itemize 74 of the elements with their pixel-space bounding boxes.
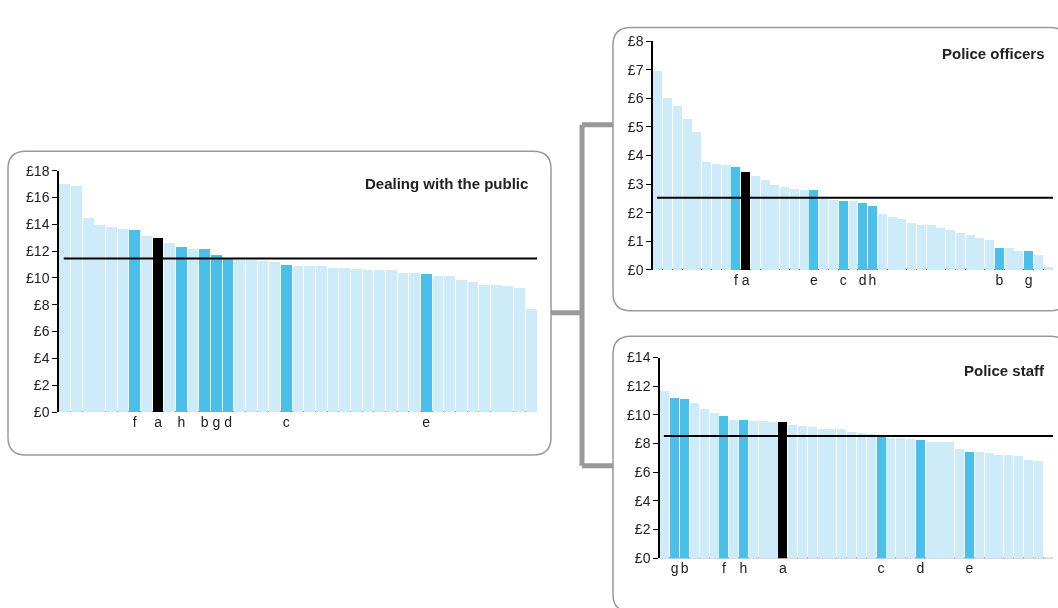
bar bbox=[141, 235, 152, 412]
x-tick-label: c bbox=[282, 414, 290, 431]
x-tick-label: g bbox=[1024, 271, 1033, 288]
chart-title: Police officers bbox=[942, 45, 1045, 62]
x-tick-label: b bbox=[995, 271, 1004, 288]
x-tick-label: d bbox=[916, 560, 925, 577]
y-tick-label: £6 bbox=[634, 464, 651, 481]
bar bbox=[877, 434, 886, 559]
y-tick-label: £4 bbox=[33, 350, 50, 367]
x-tick-label: e bbox=[422, 414, 431, 431]
y-tick-label: £8 bbox=[634, 435, 651, 452]
bar bbox=[164, 242, 175, 412]
y-tick-label: £0 bbox=[33, 403, 50, 420]
x-tick-label: g bbox=[670, 560, 679, 577]
bar bbox=[660, 390, 669, 559]
bar bbox=[809, 190, 818, 270]
y-tick-label: £12 bbox=[26, 243, 50, 259]
y-tick-label: £2 bbox=[627, 204, 644, 221]
y-tick-label: £0 bbox=[627, 261, 644, 278]
y-tick-label: £7 bbox=[627, 61, 644, 78]
bar bbox=[188, 248, 198, 412]
x-tick-label: h bbox=[868, 271, 877, 288]
x-tick-label: b bbox=[680, 560, 689, 577]
bar bbox=[719, 415, 728, 559]
y-tick-label: £2 bbox=[634, 521, 651, 538]
y-tick-label: £4 bbox=[634, 492, 651, 509]
x-tick-label: f bbox=[733, 271, 738, 288]
bar bbox=[176, 246, 187, 412]
y-tick-label: £16 bbox=[26, 189, 50, 206]
x-tick-label: a bbox=[741, 271, 750, 288]
y-tick-label: £14 bbox=[627, 349, 651, 366]
x-tick-label: d bbox=[224, 414, 232, 431]
x-tick-label: f bbox=[132, 414, 137, 431]
y-tick-label: £4 bbox=[627, 147, 644, 164]
y-tick-label: £8 bbox=[33, 296, 50, 313]
x-tick-label: h bbox=[739, 560, 748, 577]
bar bbox=[281, 264, 292, 412]
bar bbox=[995, 248, 1004, 270]
x-tick-label: a bbox=[154, 414, 163, 431]
y-tick-label: £12 bbox=[627, 378, 651, 395]
x-tick-label: a bbox=[778, 560, 787, 577]
y-tick-label: £3 bbox=[627, 176, 644, 193]
bar bbox=[739, 419, 748, 559]
bar bbox=[129, 229, 140, 412]
y-tick-label: £1 bbox=[627, 233, 644, 250]
bar bbox=[731, 167, 740, 270]
y-tick-label: £18 bbox=[26, 162, 50, 179]
x-tick-label: d bbox=[858, 271, 867, 288]
x-tick-label: c bbox=[839, 271, 847, 288]
y-tick-label: £10 bbox=[627, 406, 651, 423]
y-tick-label: £6 bbox=[627, 90, 644, 107]
y-tick-label: £5 bbox=[627, 118, 644, 135]
bar bbox=[916, 439, 925, 559]
bar bbox=[849, 201, 857, 270]
y-tick-label: £14 bbox=[26, 216, 50, 233]
x-tick-label: f bbox=[721, 560, 726, 577]
y-tick-label: £10 bbox=[26, 269, 50, 286]
x-tick-label: g bbox=[212, 414, 221, 431]
x-tick-label: e bbox=[965, 560, 974, 577]
x-tick-label: b bbox=[200, 414, 209, 431]
x-tick-label: c bbox=[877, 560, 885, 577]
chart-title: Police staff bbox=[964, 362, 1046, 379]
y-tick-label: £8 bbox=[627, 33, 644, 50]
y-tick-label: £2 bbox=[33, 377, 50, 394]
bar bbox=[839, 201, 848, 270]
chart-title: Dealing with the public bbox=[365, 175, 529, 192]
bar bbox=[421, 273, 432, 412]
x-tick-label: h bbox=[177, 414, 186, 431]
x-tick-label: e bbox=[810, 271, 819, 288]
bar bbox=[965, 451, 974, 559]
bar bbox=[729, 419, 738, 559]
y-tick-label: £6 bbox=[33, 323, 50, 340]
y-tick-label: £0 bbox=[634, 550, 651, 567]
bar bbox=[1024, 251, 1033, 270]
